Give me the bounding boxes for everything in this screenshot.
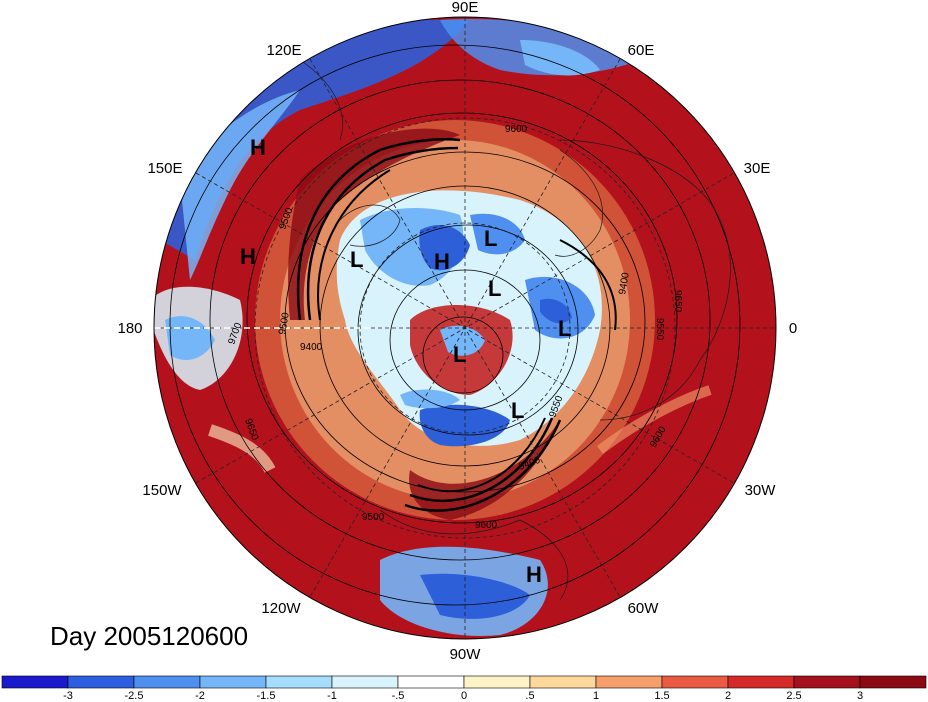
- longitude-label-90e: 90E: [452, 0, 479, 16]
- low-pressure-label: L: [511, 398, 524, 423]
- colorbar-tick-label: -1.5: [257, 690, 276, 702]
- colorbar: -3 -2.5 -2 -1.5 -1 -.5 0 .5 1 1.5 2 2.5 3: [1, 675, 927, 702]
- colorbar-swatch: [265, 675, 333, 689]
- coastlines: [299, 59, 731, 601]
- low-pressure-label: L: [453, 342, 466, 367]
- geopotential-contours: [169, 44, 741, 606]
- colorbar-tick-label: 2.5: [786, 690, 801, 702]
- colorbar-tick-label: -1: [327, 690, 337, 702]
- contour-label: 9400: [617, 271, 632, 295]
- day-title: Day 2005120600: [50, 621, 248, 651]
- low-pressure-label: L: [488, 276, 501, 301]
- longitude-label-180: 180: [117, 320, 142, 337]
- graticule: [154, 17, 776, 639]
- colorbar-tick-label: -2.5: [125, 690, 144, 702]
- contour-label: 9500: [362, 512, 385, 523]
- colorbar-tick-label: 1: [593, 690, 599, 702]
- contour-label: 9400: [300, 342, 323, 353]
- colorbar-swatch: [859, 675, 927, 689]
- contour-label: 9500: [277, 311, 292, 335]
- colorbar-tick-label: -3: [63, 690, 73, 702]
- map-border: [153, 16, 777, 640]
- colorbar-swatch: [1, 675, 69, 689]
- longitude-label-60w: 60W: [628, 600, 660, 617]
- longitude-label-60e: 60E: [628, 42, 655, 59]
- colorbar-swatch: [67, 675, 135, 689]
- longitude-label-150e: 150E: [147, 160, 182, 177]
- colorbar-swatch: [397, 675, 465, 689]
- longitude-label-group: 90E 120E 60E 150E 30E 180 0 150W 30W 120…: [117, 0, 797, 663]
- colorbar-swatch: [727, 675, 795, 689]
- colorbar-tick-label: -.5: [392, 690, 405, 702]
- contour-label: 9650: [672, 290, 683, 313]
- colorbar-swatch: [529, 675, 597, 689]
- colorbar-swatch: [595, 675, 663, 689]
- longitude-label-30e: 30E: [744, 160, 771, 177]
- colorbar-swatch: [199, 675, 267, 689]
- longitude-label-90w: 90W: [450, 646, 482, 663]
- contour-label: 9550: [654, 318, 665, 341]
- low-pressure-label: L: [350, 247, 363, 272]
- high-pressure-label: H: [434, 249, 450, 274]
- colorbar-swatch: [463, 675, 531, 689]
- high-pressure-label: H: [250, 135, 266, 160]
- colorbar-tick-label: 0: [461, 690, 467, 702]
- pressure-center-group: H H L H L L L L L H: [240, 135, 571, 587]
- colorbar-swatch: [793, 675, 861, 689]
- longitude-label-30w: 30W: [745, 482, 777, 499]
- colorbar-tick-label: 3: [857, 690, 863, 702]
- colorbar-tick-label: 1.5: [654, 690, 669, 702]
- longitude-label-120w: 120W: [261, 600, 301, 617]
- colorbar-swatch: [661, 675, 729, 689]
- colorbar-swatch: [133, 675, 201, 689]
- low-pressure-label: L: [558, 316, 571, 341]
- longitude-label-150w: 150W: [142, 482, 182, 499]
- high-pressure-label: H: [526, 562, 542, 587]
- low-pressure-label: L: [484, 226, 497, 251]
- colorbar-tick-label: -2: [195, 690, 205, 702]
- contour-label: 9600: [505, 124, 528, 135]
- colorbar-tick-label: .5: [525, 690, 534, 702]
- map-disc: [154, 17, 776, 639]
- longitude-label-120e: 120E: [266, 42, 301, 59]
- colorbar-tick-label: 2: [725, 690, 731, 702]
- longitude-label-0: 0: [789, 320, 797, 337]
- contour-label-group: 9600 9500 9400 9500 9650 9700 9550 9600 …: [226, 124, 683, 531]
- colorbar-swatch: [331, 675, 399, 689]
- contour-label: 9600: [475, 520, 498, 531]
- high-pressure-label: H: [240, 244, 256, 269]
